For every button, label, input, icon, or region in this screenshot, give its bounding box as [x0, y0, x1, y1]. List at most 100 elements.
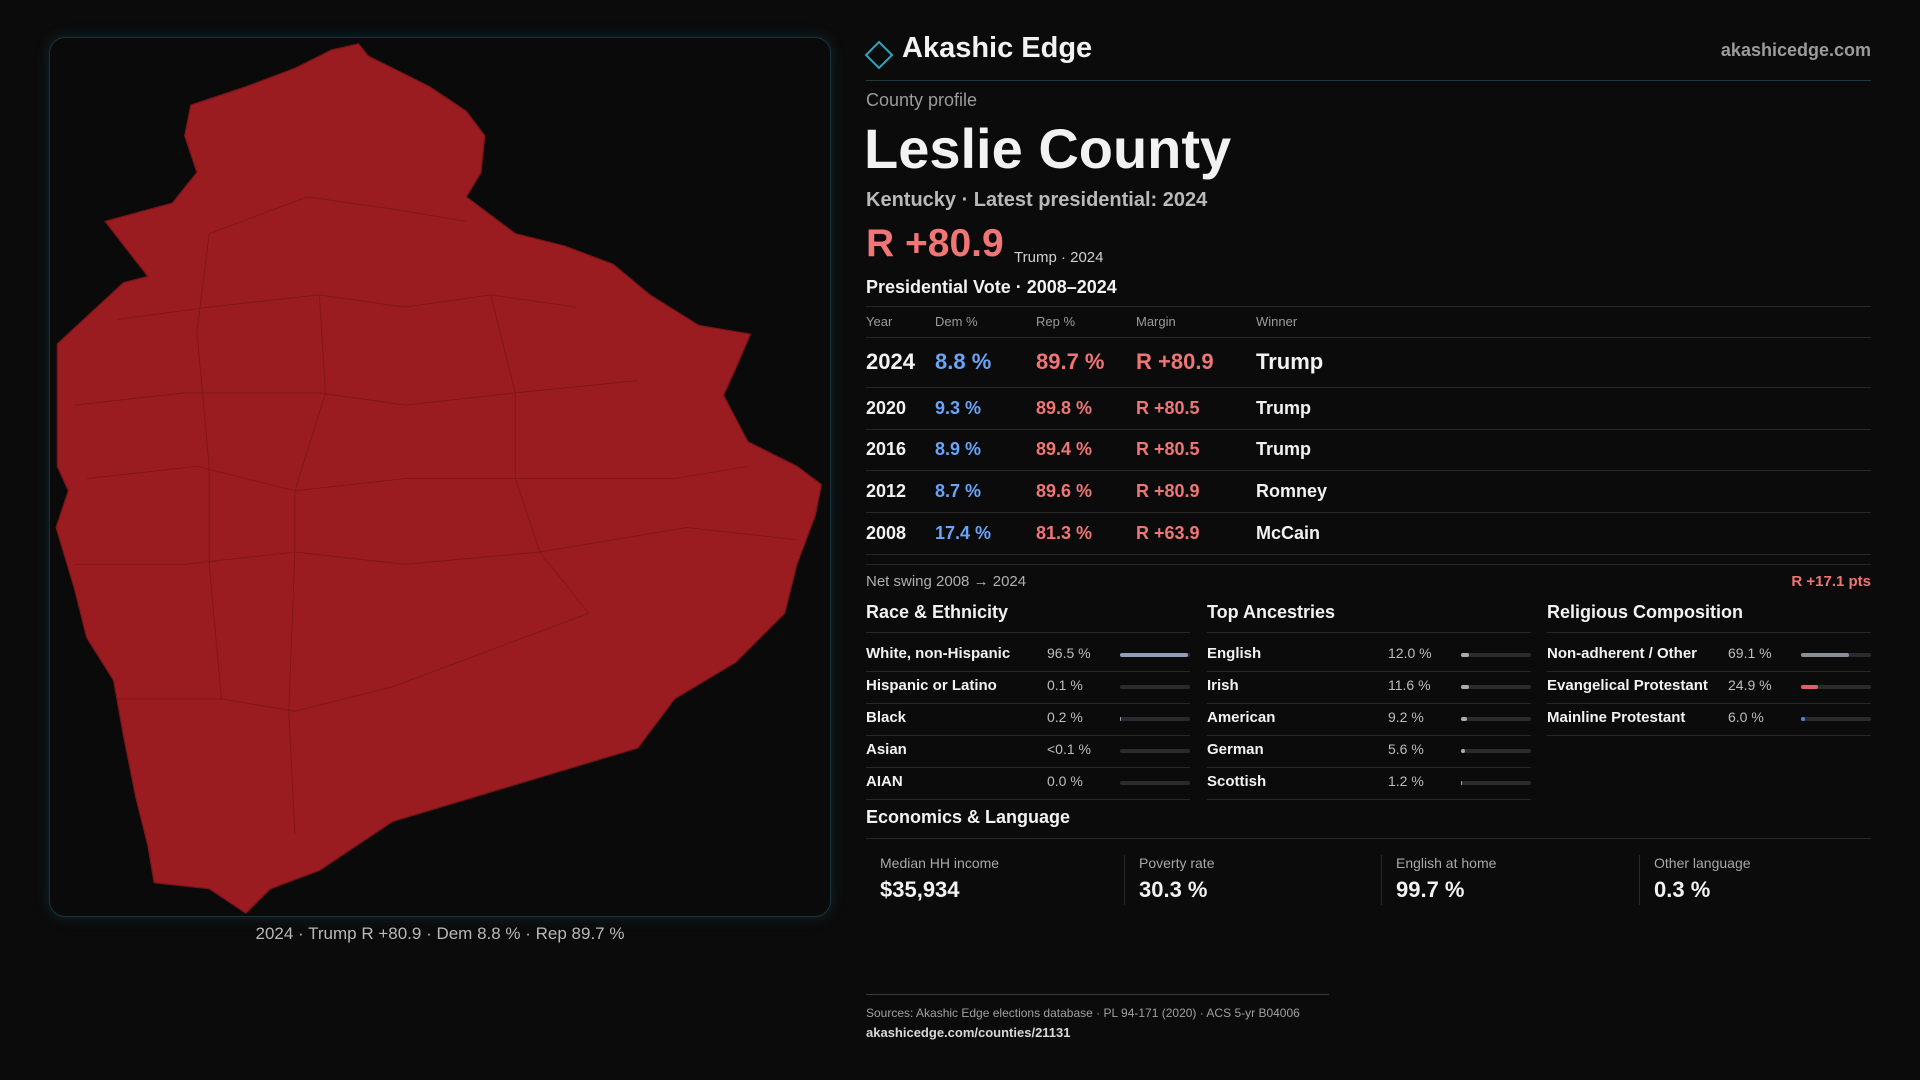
- swing-value: R +17.1 pts: [1791, 573, 1871, 590]
- econ-title: Economics & Language: [866, 807, 1071, 827]
- card-value: $35,934: [880, 877, 960, 902]
- table-cell: 17.4 %: [935, 523, 992, 543]
- card-divider: [1639, 855, 1640, 905]
- table-cell: 2016: [866, 439, 907, 459]
- row-label: Scottish: [1207, 773, 1267, 790]
- bar: [1120, 653, 1188, 657]
- rule: [866, 799, 1190, 800]
- row-value: 69.1 %: [1728, 645, 1772, 661]
- table-cell: Trump: [1256, 439, 1312, 459]
- rule: [1207, 799, 1531, 800]
- row-label: Mainline Protestant: [1547, 709, 1686, 726]
- table-cell: R +80.9: [1136, 349, 1214, 374]
- table-cell: R +80.5: [1136, 439, 1200, 459]
- rule: [866, 470, 1871, 471]
- rule: [1207, 735, 1531, 736]
- row-value: 6.0 %: [1728, 709, 1764, 725]
- table-cell: R +80.9: [1136, 481, 1200, 501]
- section-title: Religious Composition: [1547, 602, 1743, 622]
- card-value: 99.7 %: [1396, 877, 1465, 902]
- row-value: 24.9 %: [1728, 677, 1772, 693]
- bar: [1461, 749, 1465, 753]
- table-cell: 2020: [866, 398, 907, 418]
- table-header: Year: [866, 314, 893, 329]
- profile-label: County profile: [866, 90, 978, 110]
- bar: [1461, 685, 1470, 689]
- rule: [1547, 632, 1871, 633]
- table-header: Margin: [1136, 314, 1176, 329]
- rule: [1207, 671, 1531, 672]
- card-label: Poverty rate: [1139, 855, 1215, 871]
- rule: [866, 735, 1190, 736]
- row-label: Evangelical Protestant: [1547, 677, 1708, 694]
- bar: [1461, 653, 1470, 657]
- table-cell: 89.7 %: [1036, 349, 1105, 374]
- rule: [866, 767, 1190, 768]
- table-header: Dem %: [935, 314, 978, 329]
- rule: [1547, 671, 1871, 672]
- rule: [1547, 703, 1871, 704]
- rule: [1547, 735, 1871, 736]
- brand-name: Akashic Edge: [902, 32, 1093, 64]
- bar-track: [1461, 749, 1531, 753]
- bar-track: [1801, 685, 1871, 689]
- row-label: AIAN: [866, 773, 903, 790]
- swing-label: Net swing 2008 → 2024: [866, 573, 1027, 590]
- profile-subtitle: Kentucky · Latest presidential: 2024: [866, 189, 1208, 211]
- map-caption: 2024 · Trump R +80.9 · Dem 8.8 % · Rep 8…: [255, 924, 625, 943]
- table-cell: 89.6 %: [1036, 481, 1093, 501]
- table-cell: R +63.9: [1136, 523, 1200, 543]
- bar-track: [1461, 685, 1531, 689]
- row-label: Non-adherent / Other: [1547, 645, 1698, 662]
- row-label: English: [1207, 645, 1262, 662]
- bar-track: [1461, 653, 1531, 657]
- row-value: <0.1 %: [1047, 741, 1091, 757]
- row-value: 96.5 %: [1047, 645, 1091, 661]
- table-cell: Romney: [1256, 481, 1328, 501]
- rule: [1207, 767, 1531, 768]
- brand-logo: [864, 40, 894, 70]
- card-divider: [1381, 855, 1382, 905]
- table-cell: 81.3 %: [1036, 523, 1093, 543]
- row-label: Asian: [866, 741, 907, 758]
- card-divider: [1124, 855, 1125, 905]
- bar-track: [1120, 749, 1190, 753]
- table-cell: 8.8 %: [935, 349, 992, 374]
- card-label: Median HH income: [880, 855, 1000, 871]
- row-label: Hispanic or Latino: [866, 677, 997, 694]
- rule: [866, 337, 1871, 338]
- brand-site: akashicedge.com: [1720, 40, 1871, 60]
- table-cell: 2012: [866, 481, 907, 501]
- section-title: Top Ancestries: [1207, 602, 1336, 622]
- bar: [1801, 653, 1850, 657]
- bar: [1461, 717, 1468, 721]
- row-label: German: [1207, 741, 1264, 758]
- table-cell: 2008: [866, 523, 907, 543]
- rule: [866, 387, 1871, 388]
- card-value: 0.3 %: [1654, 877, 1711, 902]
- map-panel: [49, 37, 831, 917]
- bar-track: [1120, 781, 1190, 785]
- row-label: White, non-Hispanic: [866, 645, 1011, 662]
- rule: [866, 429, 1871, 430]
- bar-track: [1801, 653, 1871, 657]
- row-value: 1.2 %: [1388, 773, 1424, 789]
- headline-margin: R +80.9: [866, 222, 1004, 265]
- county-map: [55, 43, 823, 915]
- row-label: American: [1207, 709, 1276, 726]
- card-label: Other language: [1654, 855, 1751, 871]
- table-cell: Trump: [1256, 398, 1312, 418]
- table-cell: 8.7 %: [935, 481, 982, 501]
- row-label: Black: [866, 709, 907, 726]
- table-header: Winner: [1256, 314, 1298, 329]
- rule: [1207, 703, 1531, 704]
- row-label: Irish: [1207, 677, 1239, 694]
- rule: [866, 671, 1190, 672]
- table-header: Rep %: [1036, 314, 1076, 329]
- bar-track: [1461, 717, 1531, 721]
- footer-rule: [866, 994, 1329, 995]
- table-cell: 8.9 %: [935, 439, 982, 459]
- bar-track: [1120, 685, 1190, 689]
- bar-track: [1120, 717, 1190, 721]
- bar-track: [1461, 781, 1531, 785]
